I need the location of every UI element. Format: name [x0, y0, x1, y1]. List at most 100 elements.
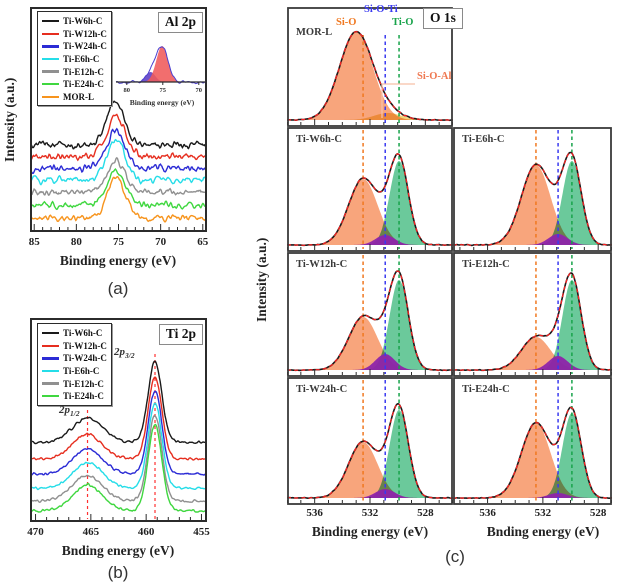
fill-si-o — [287, 442, 453, 498]
fill-si-o-al — [287, 113, 453, 120]
spectrum-curve-Ti-E24h-C — [30, 423, 207, 513]
legend-item: MOR-L — [42, 91, 107, 104]
plot-border — [30, 318, 207, 522]
fill-si-o — [287, 179, 453, 245]
legend-swatch — [42, 32, 59, 36]
al2p-plot: Ti-W6h-C Ti-W12h-C Ti-W24h-C Ti-E6h-C Ti-E12… — [30, 7, 207, 232]
legend-label: Ti-W12h-C — [63, 28, 107, 39]
x-tick-label: 75 — [113, 236, 124, 248]
legend-label: Ti-E12h-C — [63, 66, 104, 77]
legend-swatch — [42, 70, 59, 73]
o1s-subpanel-ti-e24h-c: Ti-E24h-C — [453, 377, 612, 505]
legend-item: Ti-E24h-C — [42, 78, 107, 91]
legend-item: Ti-W6h-C — [42, 327, 107, 340]
fit-curve — [453, 406, 612, 499]
peak-label-2p12: 2p1/2 — [59, 404, 80, 418]
legend-swatch — [42, 83, 59, 86]
subpanel-label-ti-e24h-c: Ti-E24h-C — [462, 384, 510, 395]
x-axis-label-c-left: Binding energy (eV) — [311, 524, 429, 539]
subpanel-label-ti-w24h-c: Ti-W24h-C — [296, 384, 348, 395]
fill-ti-o — [287, 280, 453, 370]
component-label-si-o-ti: Si-O-Ti — [364, 4, 398, 15]
peak-label-2p12-sub: 1/2 — [70, 409, 80, 419]
x-tick-label: 532 — [534, 507, 552, 519]
o1s-subpanel-ti-w12h-c: Ti-W12h-C — [287, 252, 453, 377]
plot-border — [453, 127, 612, 252]
plot-border — [287, 252, 453, 377]
legend-swatch — [42, 395, 59, 398]
ti2p-title-box: Ti 2p — [158, 324, 203, 345]
legend-label: Ti-W12h-C — [63, 340, 107, 351]
fit-curve — [453, 272, 612, 372]
inset-fit-Al-2p-main — [116, 46, 206, 82]
x-tick-label: 532 — [361, 507, 379, 519]
fit-curve — [287, 403, 453, 499]
legend-swatch — [42, 382, 59, 385]
annotation-connector — [381, 83, 415, 118]
legend-label: Ti-W24h-C — [63, 353, 107, 364]
spectrum-curve-Ti-E12h-C — [30, 415, 207, 504]
x-tick-label: 470 — [27, 526, 44, 538]
spectrum-curve-Ti-W24h-C — [30, 127, 207, 175]
spectrum-curve-Ti-W24h-C — [30, 390, 207, 476]
legend-label: Ti-W6h-C — [63, 328, 103, 339]
x-axis-label-c-right: Bnding energy (eV) — [486, 524, 600, 539]
o1s-subpanel-ti-e12h-c: Ti-E12h-C — [453, 252, 612, 377]
legend-item: Ti-E6h-C — [42, 53, 107, 66]
fill-si-o — [287, 317, 453, 370]
component-label-si-o: Si-O — [336, 17, 357, 28]
plot-border — [287, 377, 453, 505]
panel-label-b: (b) — [107, 563, 129, 582]
x-tick-label: 536 — [479, 507, 496, 519]
o1s-subpanel-ti-w6h-c: Ti-W6h-C — [287, 127, 453, 252]
panel-label-a: (a) — [107, 279, 129, 298]
fit-curve — [287, 270, 453, 372]
annotation-si-o-al: Si-O-Al — [417, 71, 452, 82]
legend-item: Ti-E12h-C — [42, 65, 107, 78]
x-tick-label: 465 — [82, 526, 100, 538]
fill-si-o — [453, 337, 612, 370]
legend-swatch — [42, 344, 59, 348]
o1s-title-box: O 1s — [423, 8, 463, 29]
fill-si-o-ti — [453, 493, 612, 498]
spectrum-curve-Ti-W12h-C — [30, 113, 207, 162]
y-axis-label-a: Intensity (a.u.) — [2, 77, 17, 163]
x-axis-label-b: Bnding energy (eV) — [61, 543, 175, 558]
inset-tick-label: 70 — [195, 87, 203, 94]
fit-curve — [287, 153, 453, 246]
legend-b: Ti-W6h-C Ti-W12h-C Ti-W24h-C Ti-E6h-C Ti-E12… — [37, 323, 112, 406]
x-tick-label: 80 — [70, 236, 82, 248]
x-tick-label: 70 — [155, 236, 167, 248]
legend-label: Ti-E6h-C — [63, 54, 100, 65]
x-tick-label: 455 — [193, 526, 210, 538]
plot-border — [287, 127, 453, 252]
fill-ti-o — [287, 410, 453, 498]
subpanel-label-ti-w12h-c: Ti-W12h-C — [296, 259, 348, 270]
legend-item: Ti-W24h-C — [42, 40, 107, 53]
subpanel-label-ti-e12h-c: Ti-E12h-C — [462, 259, 510, 270]
fit-curve — [453, 151, 612, 247]
spectrum-curve-Ti-W6h-C — [30, 100, 207, 150]
legend-swatch — [42, 57, 59, 61]
x-tick-label: 65 — [197, 236, 209, 248]
legend-label: Ti-W24h-C — [63, 41, 107, 52]
fill-ti-o — [287, 161, 453, 245]
inset-tick-label: 75 — [159, 87, 167, 94]
legend-label: Ti-E24h-C — [63, 391, 104, 402]
spectrum-curve-Ti-E6h-C — [30, 138, 207, 186]
peak-label-2p32-prefix: 2p — [114, 346, 125, 358]
plot-border — [287, 7, 453, 127]
component-label-ti-o: Ti-O — [392, 17, 414, 28]
subpanel-label-ti-w6h-c: Ti-W6h-C — [296, 134, 342, 145]
plot-border — [453, 377, 612, 505]
legend-swatch — [42, 45, 59, 48]
peak-label-2p32-sub: 3/2 — [125, 351, 135, 361]
legend-a: Ti-W6h-C Ti-W12h-C Ti-W24h-C Ti-E6h-C Ti-E12… — [37, 11, 112, 107]
peak-label-2p32: 2p3/2 — [114, 346, 135, 360]
fill-si-o — [453, 423, 612, 498]
x-axis-label-a: Binding energy (eV) — [59, 253, 177, 268]
legend-label: Ti-E12h-C — [63, 378, 104, 389]
fill-si-o-ti — [287, 354, 453, 370]
legend-label: Ti-E6h-C — [63, 366, 100, 377]
